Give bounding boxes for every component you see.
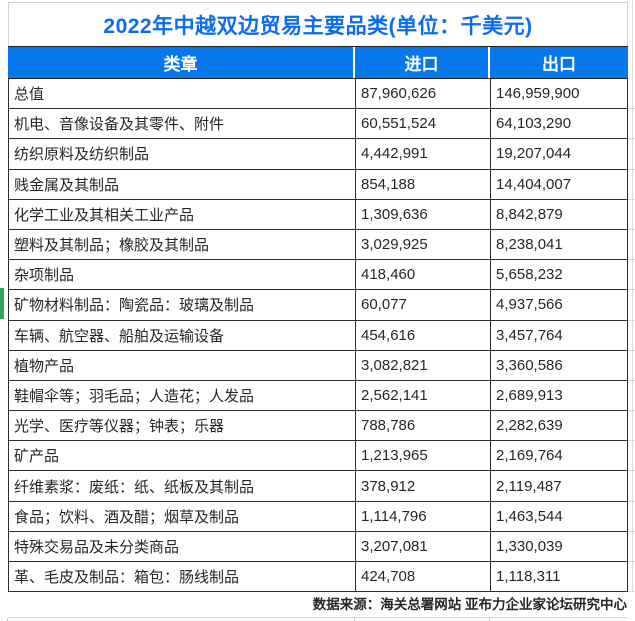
export-value-cell: 4,937,566 (490, 290, 627, 320)
export-value-cell: 1,330,039 (490, 531, 627, 561)
spreadsheet-gridline (632, 0, 633, 592)
import-value-cell: 3,082,821 (355, 350, 490, 380)
gridline-stub (354, 618, 355, 621)
gridline-stub (489, 618, 490, 621)
export-value-cell: 2,169,764 (490, 441, 627, 471)
export-value-cell: 64,103,290 (490, 109, 627, 139)
table-row: 杂项制品 418,460 5,658,232 (9, 260, 635, 291)
export-value-cell: 3,360,586 (490, 350, 627, 380)
import-value-cell: 454,616 (355, 320, 490, 350)
import-value-cell: 2,562,141 (355, 380, 490, 411)
category-cell: 革、毛皮及制品：箱包：肠线制品 (14, 569, 240, 587)
category-cell: 食品；饮料、酒及醋；烟草及制品 (14, 508, 240, 526)
category-cell: 特殊交易品及未分类商品 (14, 538, 180, 556)
category-cell: 机电、音像设备及其零件、附件 (14, 116, 225, 134)
export-value-cell: 146,959,900 (490, 79, 627, 109)
export-value-cell: 2,282,639 (490, 411, 627, 441)
table-row: 矿物材料制品：陶瓷品：玻璃及制品 60,077 4,937,566 (9, 290, 635, 321)
category-cell: 光学、医疗等仪器；钟表；乐器 (14, 418, 225, 436)
table-row: 植物产品 3,082,821 3,360,586 (9, 350, 635, 382)
import-value-cell: 854,188 (355, 169, 490, 199)
table-row: 贱金属及其制品 854,188 14,404,007 (9, 169, 635, 200)
export-value-cell: 14,404,007 (490, 169, 627, 199)
category-cell: 杂项制品 (14, 267, 75, 285)
column-header-import: 进口 (355, 47, 490, 78)
export-value-cell: 1,118,311 (490, 562, 627, 592)
category-cell: 植物产品 (14, 357, 75, 375)
table-row: 革、毛皮及制品：箱包：肠线制品 424,708 1,118,311 (9, 562, 635, 593)
export-value-cell: 8,842,879 (490, 199, 627, 229)
column-header-category: 类章 (8, 47, 355, 78)
export-value-cell: 19,207,044 (490, 139, 627, 169)
source-note: 数据来源：海关总署网站 亚布力企业家论坛研究中心 (8, 592, 628, 618)
column-header-export: 出口 (542, 55, 576, 74)
import-value-cell: 378,912 (355, 471, 490, 501)
import-value-cell: 3,207,081 (355, 531, 490, 561)
table-row: 塑料及其制品；橡胶及其制品 3,029,925 8,238,041 (9, 229, 635, 261)
table-row: 特殊交易品及未分类商品 3,207,081 1,330,039 (9, 531, 635, 563)
import-value-cell: 60,077 (355, 290, 490, 320)
table-row: 光学、医疗等仪器；钟表；乐器 788,786 2,282,639 (9, 411, 635, 442)
category-cell: 矿产品 (14, 448, 60, 466)
chart-title: 2022年中越双边贸易主要品类(单位：千美元) (8, 2, 628, 46)
import-value-cell: 60,551,524 (355, 109, 490, 139)
export-value-cell: 2,119,487 (490, 471, 627, 501)
category-cell: 化学工业及其相关工业产品 (14, 206, 195, 224)
export-value-cell: 5,658,232 (490, 260, 627, 290)
chart-title-text: 2022年中越双边贸易主要品类(单位：千美元) (103, 14, 533, 38)
table-body: 总值 87,960,626 146,959,900 机电、音像设备及其零件、附件 60,… (8, 79, 635, 593)
import-value-cell: 788,786 (355, 411, 490, 441)
category-cell: 塑料及其制品；橡胶及其制品 (14, 237, 210, 255)
export-value-cell: 3,457,764 (490, 320, 627, 350)
export-value-cell: 2,689,913 (490, 380, 627, 411)
table-header: 类章 进口 出口 (8, 46, 628, 79)
import-value-cell: 1,114,796 (355, 501, 490, 531)
category-cell: 总值 (14, 86, 45, 104)
table-row: 化学工业及其相关工业产品 1,309,636 8,842,879 (9, 199, 635, 231)
table-row: 车辆、航空器、船舶及运输设备 454,616 3,457,764 (9, 320, 635, 351)
row-selection-marker (0, 288, 4, 319)
category-cell: 鞋帽伞等；羽毛品；人造花；人发品 (14, 387, 255, 405)
import-value-cell: 424,708 (355, 562, 490, 592)
table-row: 总值 87,960,626 146,959,900 (9, 79, 635, 110)
import-value-cell: 87,960,626 (355, 79, 490, 109)
import-value-cell: 418,460 (355, 260, 490, 290)
category-cell: 纺织原料及纺织制品 (14, 146, 150, 164)
table-row: 纤维素浆：废纸：纸、纸板及其制品 378,912 2,119,487 (9, 471, 635, 502)
export-value-cell: 1,463,544 (490, 501, 627, 531)
import-value-cell: 4,442,991 (355, 139, 490, 169)
table-row: 机电、音像设备及其零件、附件 60,551,524 64,103,290 (9, 109, 635, 140)
table-row: 纺织原料及纺织制品 4,442,991 19,207,044 (9, 139, 635, 170)
import-value-cell: 3,029,925 (355, 229, 490, 260)
import-value-cell: 1,213,965 (355, 441, 490, 471)
category-cell: 矿物材料制品：陶瓷品：玻璃及制品 (14, 297, 255, 315)
export-value-cell: 8,238,041 (490, 229, 627, 260)
table-row: 食品；饮料、酒及醋；烟草及制品 1,114,796 1,463,544 (9, 501, 635, 533)
category-cell: 车辆、航空器、船舶及运输设备 (14, 327, 225, 345)
import-value-cell: 1,309,636 (355, 199, 490, 229)
category-cell: 纤维素浆：废纸：纸、纸板及其制品 (14, 478, 255, 496)
table-row: 鞋帽伞等；羽毛品；人造花；人发品 2,562,141 2,689,913 (9, 380, 635, 412)
gridline-stub (7, 618, 8, 621)
category-cell: 贱金属及其制品 (14, 176, 120, 194)
table-row: 矿产品 1,213,965 2,169,764 (9, 441, 635, 472)
